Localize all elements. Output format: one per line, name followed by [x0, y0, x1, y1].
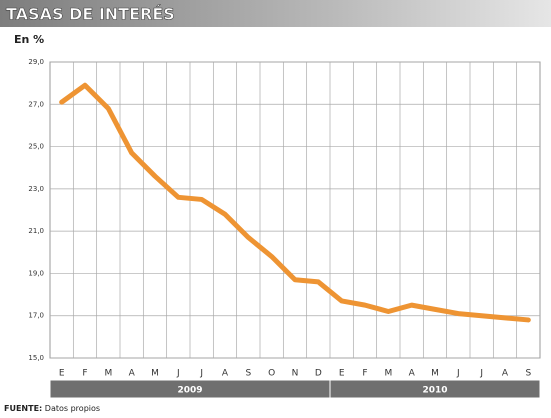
y-tick-label: 23,0 [28, 185, 44, 193]
x-tick-label: A [129, 369, 136, 379]
x-tick-label: J [176, 369, 180, 379]
x-tick-label: J [199, 369, 203, 379]
y-tick-label: 17,0 [28, 312, 44, 320]
x-tick-label: F [362, 369, 367, 379]
y-tick-label: 25,0 [28, 143, 44, 151]
x-tick-label: E [339, 369, 345, 379]
x-tick-label: N [292, 369, 299, 379]
x-tick-label: S [525, 369, 531, 379]
x-tick-label: A [409, 369, 416, 379]
x-tick-label: A [502, 369, 509, 379]
year-bar [329, 379, 541, 399]
x-tick-label: S [245, 369, 251, 379]
data-line [59, 82, 531, 323]
y-tick-label: 19,0 [28, 269, 44, 277]
plot-area [49, 61, 541, 359]
chart-title: TASAS DE INTERÉS [6, 5, 175, 24]
x-tick-label: F [82, 369, 87, 379]
year-label: 2010 [422, 386, 447, 396]
x-tick-label: E [59, 369, 65, 379]
source: FUENTE: Datos propios [4, 404, 100, 413]
y-tick-label: 21,0 [28, 227, 44, 235]
y-tick-label: 27,0 [28, 100, 44, 108]
source-label: FUENTE: [4, 404, 42, 413]
x-tick-label: O [268, 369, 275, 379]
year-label: 2009 [177, 386, 202, 396]
y-axis-label: En % [14, 33, 44, 46]
y-tick-label: 29,0 [28, 58, 44, 66]
x-tick-label: J [456, 369, 460, 379]
source-text: Datos propios [45, 404, 100, 413]
x-tick-label: D [315, 369, 322, 379]
x-tick-label: M [104, 369, 112, 379]
x-tick-label: J [479, 369, 483, 379]
x-tick-label: M [431, 369, 439, 379]
y-tick-label: 15,0 [28, 354, 44, 362]
header-bar [0, 0, 551, 27]
x-tick-label: A [222, 369, 229, 379]
x-tick-label: M [384, 369, 392, 379]
x-tick-label: M [151, 369, 159, 379]
